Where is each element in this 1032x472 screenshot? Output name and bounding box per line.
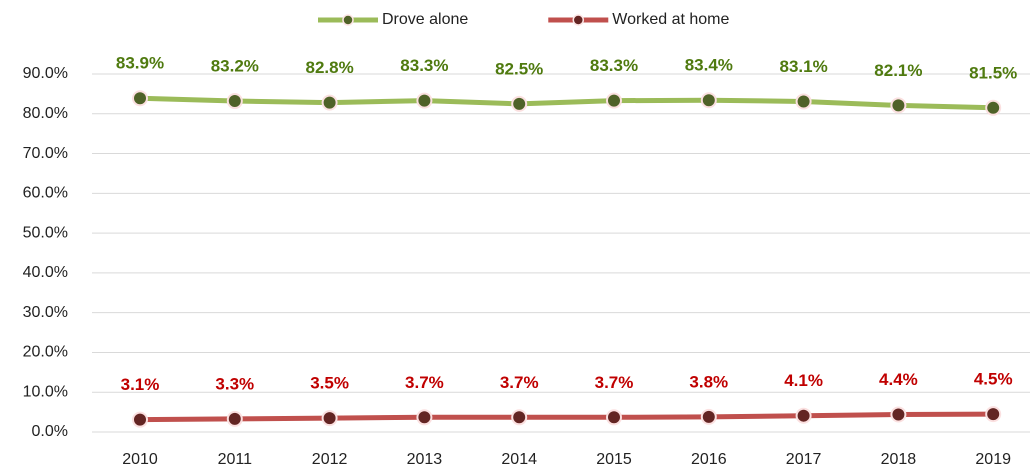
point <box>321 94 338 111</box>
x-tick-label: 2015 <box>596 451 632 468</box>
legend-marker <box>572 14 585 26</box>
value-label: 3.1% <box>121 375 160 394</box>
point <box>985 406 1002 423</box>
y-tick-label: 50.0% <box>23 224 68 241</box>
point <box>700 92 717 109</box>
y-tick-label: 0.0% <box>32 423 68 440</box>
value-label: 83.2% <box>211 57 259 76</box>
value-label: 3.7% <box>405 373 444 392</box>
point <box>700 408 717 425</box>
point <box>511 409 528 426</box>
value-label: 83.3% <box>400 56 448 75</box>
x-tick-label: 2014 <box>501 451 537 468</box>
point <box>985 99 1002 116</box>
y-tick-label: 30.0% <box>23 304 68 321</box>
value-label: 82.1% <box>874 61 922 80</box>
x-tick-label: 2013 <box>407 451 443 468</box>
legend-label: Worked at home <box>612 11 729 28</box>
value-label: 3.7% <box>500 373 539 392</box>
point <box>132 411 148 428</box>
point <box>321 410 338 427</box>
point <box>795 93 812 110</box>
point <box>606 92 622 109</box>
y-tick-label: 20.0% <box>23 344 68 361</box>
value-label: 81.5% <box>969 63 1017 82</box>
point <box>226 410 243 427</box>
x-tick-label: 2011 <box>218 451 253 468</box>
value-label: 82.5% <box>495 59 543 78</box>
point <box>606 409 622 426</box>
point <box>132 90 148 107</box>
series-line <box>139 95 994 111</box>
value-label: 83.4% <box>685 56 733 75</box>
value-label: 82.8% <box>305 58 353 77</box>
series-line <box>139 411 994 423</box>
x-tick-label: 2017 <box>786 451 822 468</box>
value-label: 3.5% <box>310 374 349 393</box>
point <box>890 97 907 114</box>
x-tick-label: 2018 <box>881 451 917 468</box>
y-tick-label: 90.0% <box>23 65 68 82</box>
x-tick-label: 2012 <box>312 451 348 468</box>
x-tick-label: 2019 <box>975 451 1011 468</box>
y-tick-label: 40.0% <box>23 264 68 281</box>
value-label: 4.4% <box>879 370 918 389</box>
point <box>416 409 433 426</box>
y-tick-label: 70.0% <box>23 145 68 162</box>
value-label: 3.8% <box>689 372 728 391</box>
y-tick-label: 80.0% <box>23 105 68 122</box>
y-tick-label: 60.0% <box>23 185 68 202</box>
point <box>416 92 433 109</box>
value-label: 83.3% <box>590 56 638 75</box>
value-label: 83.9% <box>116 54 164 73</box>
value-label: 3.7% <box>595 373 634 392</box>
legend-label: Drove alone <box>382 11 468 28</box>
value-label: 83.1% <box>779 57 827 76</box>
point <box>511 95 528 112</box>
x-tick-label: 2010 <box>122 451 158 468</box>
point <box>226 93 243 110</box>
legend-marker <box>342 14 354 26</box>
point <box>795 407 812 424</box>
point <box>890 406 907 423</box>
x-tick-label: 2016 <box>691 451 727 468</box>
value-label: 4.1% <box>784 371 823 390</box>
value-label: 3.3% <box>215 374 254 393</box>
value-label: 4.5% <box>974 370 1013 389</box>
y-tick-label: 10.0% <box>23 383 68 400</box>
